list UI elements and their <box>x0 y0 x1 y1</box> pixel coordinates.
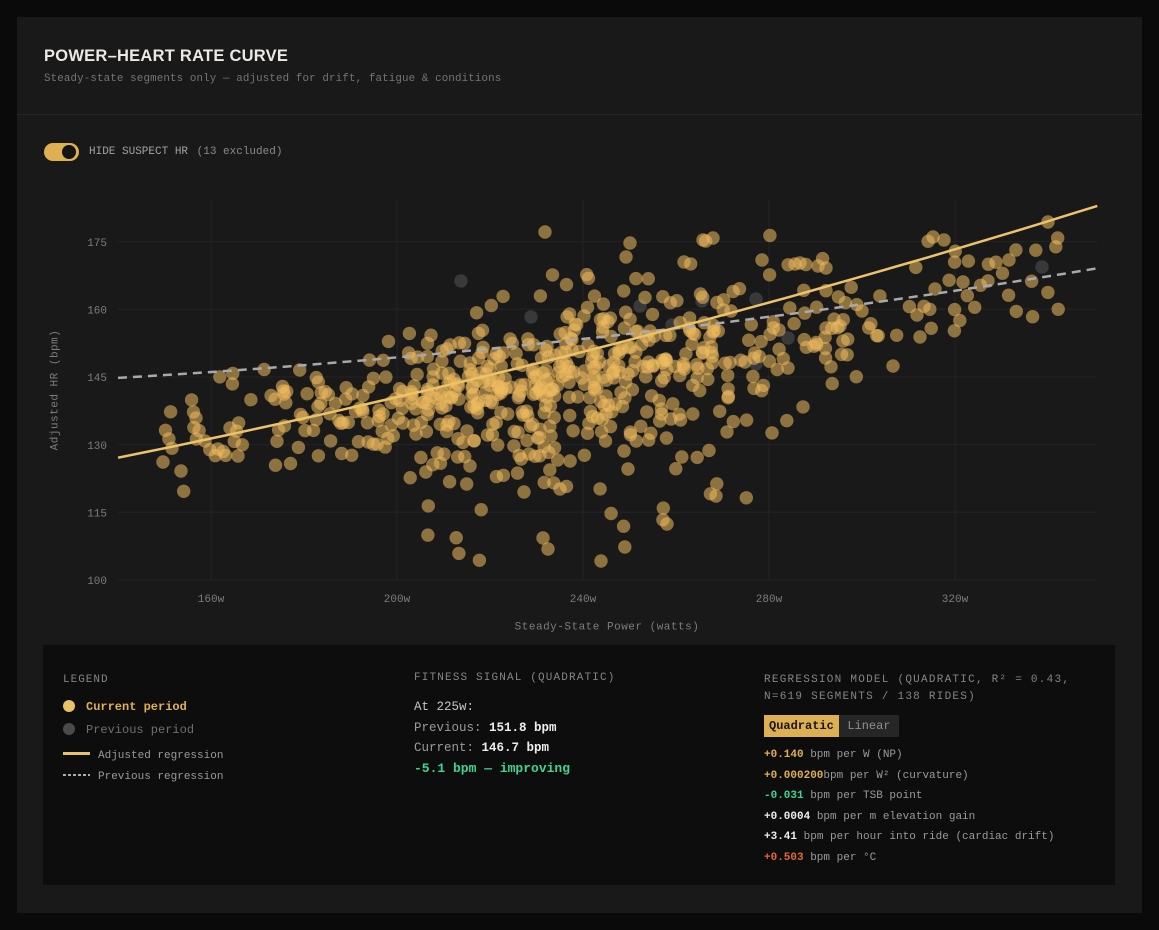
svg-text:240w: 240w <box>570 594 597 606</box>
svg-text:100: 100 <box>87 576 107 588</box>
svg-text:Steady-State Power (watts): Steady-State Power (watts) <box>515 622 700 634</box>
svg-text:320w: 320w <box>942 594 969 606</box>
svg-text:145: 145 <box>87 373 107 385</box>
svg-text:Adjusted HR (bpm): Adjusted HR (bpm) <box>50 330 62 451</box>
svg-text:130: 130 <box>87 441 107 453</box>
svg-text:160: 160 <box>87 306 107 318</box>
svg-text:160w: 160w <box>198 594 225 606</box>
svg-text:280w: 280w <box>756 594 783 606</box>
svg-text:200w: 200w <box>384 594 411 606</box>
svg-text:115: 115 <box>87 509 107 521</box>
svg-text:175: 175 <box>87 238 107 250</box>
